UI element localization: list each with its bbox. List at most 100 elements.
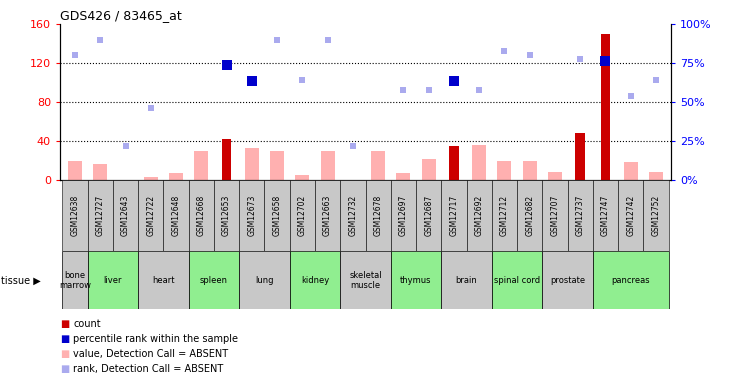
Bar xyxy=(371,151,385,180)
Bar xyxy=(138,251,189,309)
Bar xyxy=(391,251,442,309)
Bar xyxy=(391,180,416,251)
Text: brain: brain xyxy=(455,276,477,285)
Bar xyxy=(618,180,643,251)
Bar xyxy=(88,251,138,309)
Bar xyxy=(643,180,669,251)
Bar xyxy=(214,180,239,251)
Bar xyxy=(68,160,82,180)
Text: ■: ■ xyxy=(60,320,69,329)
Bar xyxy=(517,180,542,251)
Text: rank, Detection Call = ABSENT: rank, Detection Call = ABSENT xyxy=(73,364,224,374)
Bar xyxy=(62,180,88,251)
Text: GSM12752: GSM12752 xyxy=(651,195,660,236)
Text: GSM12702: GSM12702 xyxy=(298,195,307,236)
Bar xyxy=(442,180,466,251)
Bar xyxy=(624,162,637,180)
Text: GSM12717: GSM12717 xyxy=(450,195,458,236)
Bar xyxy=(265,180,289,251)
Bar xyxy=(88,180,113,251)
Text: GSM12732: GSM12732 xyxy=(349,195,357,236)
Bar xyxy=(113,180,138,251)
Bar xyxy=(575,134,585,180)
Text: GSM12648: GSM12648 xyxy=(172,195,181,236)
Bar xyxy=(289,251,340,309)
Text: GSM12737: GSM12737 xyxy=(575,195,585,236)
Bar xyxy=(593,180,618,251)
Bar xyxy=(62,251,88,309)
Bar xyxy=(315,180,340,251)
Bar xyxy=(492,251,542,309)
Text: GSM12678: GSM12678 xyxy=(374,195,382,236)
Text: bone
marrow: bone marrow xyxy=(59,271,91,290)
Text: GSM12687: GSM12687 xyxy=(424,195,433,236)
Text: GSM12658: GSM12658 xyxy=(273,195,281,236)
Text: ■: ■ xyxy=(60,334,69,344)
Bar xyxy=(649,172,663,180)
Text: GSM12712: GSM12712 xyxy=(500,195,509,236)
Bar xyxy=(189,180,214,251)
Text: GSM12638: GSM12638 xyxy=(71,195,80,236)
Bar xyxy=(449,146,458,180)
Bar xyxy=(138,180,164,251)
Text: GSM12742: GSM12742 xyxy=(626,195,635,236)
Text: ■: ■ xyxy=(60,350,69,359)
Bar xyxy=(245,148,259,180)
Bar xyxy=(239,251,289,309)
Text: spinal cord: spinal cord xyxy=(494,276,540,285)
Bar xyxy=(144,177,158,180)
Bar xyxy=(523,160,537,180)
Text: GSM12643: GSM12643 xyxy=(121,195,130,236)
Bar xyxy=(466,180,492,251)
Text: GSM12668: GSM12668 xyxy=(197,195,206,236)
Text: skeletal
muscle: skeletal muscle xyxy=(349,271,382,290)
Bar xyxy=(164,180,189,251)
Bar xyxy=(321,151,335,180)
Bar xyxy=(593,251,669,309)
Text: value, Detection Call = ABSENT: value, Detection Call = ABSENT xyxy=(73,350,228,359)
Text: GSM12727: GSM12727 xyxy=(96,195,105,236)
Bar xyxy=(542,251,593,309)
Bar xyxy=(601,34,610,180)
Bar xyxy=(416,180,442,251)
Bar xyxy=(340,251,391,309)
Text: percentile rank within the sample: percentile rank within the sample xyxy=(73,334,238,344)
Text: GSM12663: GSM12663 xyxy=(323,195,332,236)
Text: GDS426 / 83465_at: GDS426 / 83465_at xyxy=(60,9,182,22)
Bar xyxy=(366,180,391,251)
Bar xyxy=(169,173,183,180)
Bar xyxy=(548,172,562,180)
Bar xyxy=(340,180,366,251)
Text: GSM12747: GSM12747 xyxy=(601,195,610,236)
Text: pancreas: pancreas xyxy=(611,276,650,285)
Bar xyxy=(221,139,232,180)
Bar xyxy=(396,173,410,180)
Text: thymus: thymus xyxy=(401,276,432,285)
Text: GSM12722: GSM12722 xyxy=(146,195,156,236)
Text: lung: lung xyxy=(255,276,273,285)
Text: GSM12697: GSM12697 xyxy=(399,195,408,236)
Text: prostate: prostate xyxy=(550,276,585,285)
Bar xyxy=(239,180,265,251)
Text: GSM12682: GSM12682 xyxy=(525,195,534,236)
Text: count: count xyxy=(73,320,101,329)
Text: tissue ▶: tissue ▶ xyxy=(1,275,41,285)
Text: kidney: kidney xyxy=(301,276,329,285)
Text: GSM12673: GSM12673 xyxy=(247,195,257,236)
Bar xyxy=(94,164,107,180)
Text: liver: liver xyxy=(104,276,122,285)
Text: spleen: spleen xyxy=(200,276,228,285)
Bar xyxy=(295,175,309,180)
Bar xyxy=(442,251,492,309)
Bar xyxy=(270,151,284,180)
Bar xyxy=(497,160,512,180)
Text: heart: heart xyxy=(152,276,175,285)
Bar xyxy=(194,151,208,180)
Text: GSM12707: GSM12707 xyxy=(550,195,559,236)
Bar xyxy=(189,251,239,309)
Bar xyxy=(492,180,517,251)
Text: GSM12692: GSM12692 xyxy=(474,195,484,236)
Bar xyxy=(472,145,486,180)
Bar xyxy=(542,180,567,251)
Text: GSM12653: GSM12653 xyxy=(222,195,231,236)
